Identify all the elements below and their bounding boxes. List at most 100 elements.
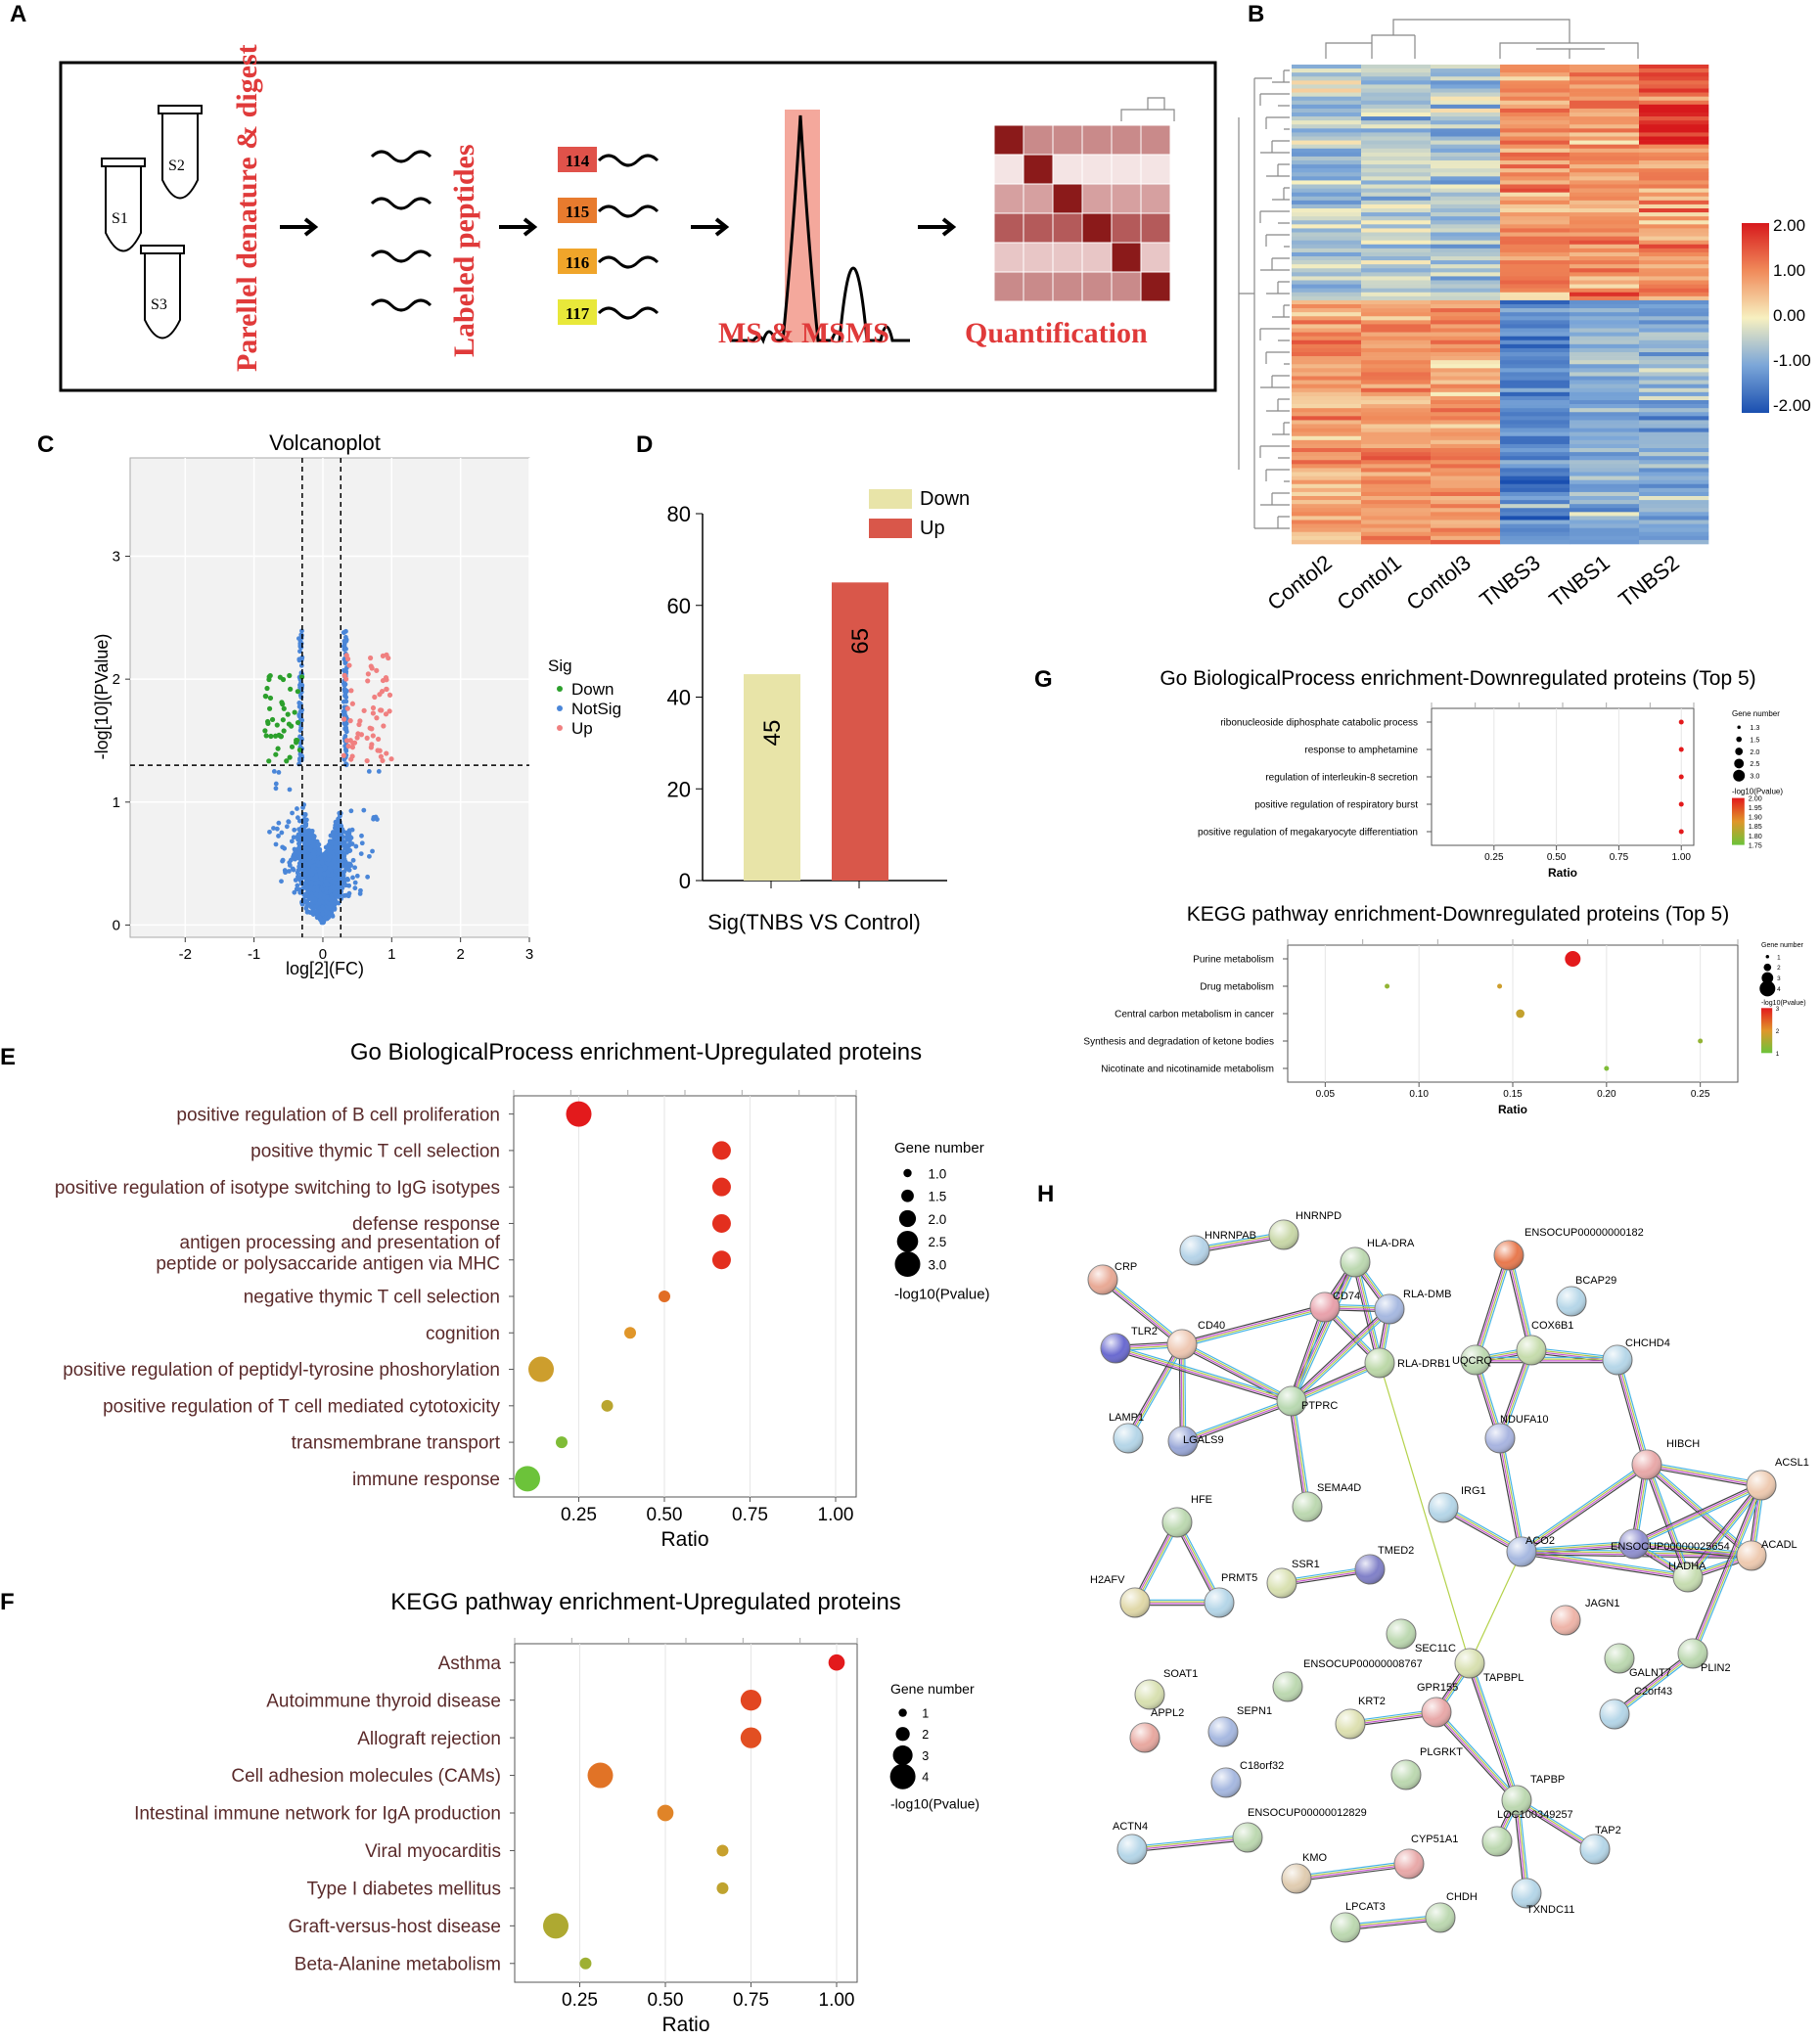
heatmap-cell bbox=[1431, 260, 1501, 265]
volcano-point bbox=[365, 874, 371, 880]
volcano-point-up bbox=[375, 736, 382, 743]
arrow-icon bbox=[691, 217, 730, 237]
dotplot-term-label: immune response bbox=[352, 1470, 500, 1490]
heatmap-cell bbox=[1570, 113, 1640, 117]
heatmap-cell bbox=[1361, 120, 1432, 125]
heatmap-cell bbox=[1639, 531, 1709, 537]
volcano-point bbox=[295, 815, 300, 821]
heatmap-cell bbox=[1431, 508, 1501, 513]
volcano-point bbox=[329, 839, 335, 845]
volcano-point-down bbox=[285, 711, 291, 717]
heatmap-cell bbox=[1570, 116, 1640, 121]
heatmap-cell bbox=[1639, 420, 1709, 425]
heatmap-cell bbox=[1292, 460, 1362, 465]
volcano-point bbox=[330, 833, 335, 838]
heatmap-cell bbox=[1570, 244, 1640, 249]
network-edge bbox=[1434, 1712, 1517, 1802]
volcano-point bbox=[314, 887, 320, 892]
heatmap-cell bbox=[1500, 352, 1570, 357]
network-node-label: ENSOCUP00000008767 bbox=[1303, 1658, 1423, 1670]
heatmap-cell bbox=[1361, 284, 1432, 289]
volcano-point-up bbox=[364, 757, 370, 764]
volcano-point-up bbox=[349, 701, 355, 706]
network-node-label: SEMA4D bbox=[1317, 1482, 1361, 1494]
network-node-shade bbox=[1512, 1879, 1541, 1908]
heatmap-cell bbox=[1431, 395, 1501, 401]
sample-tube-s3: S3 bbox=[140, 245, 185, 340]
dotplot-xtick: 0.15 bbox=[1503, 1089, 1523, 1100]
heatmap-cell bbox=[1639, 228, 1709, 233]
row-dendrogram bbox=[1238, 69, 1290, 529]
heatmap-cell bbox=[1500, 232, 1570, 237]
panel-letter-d: D bbox=[636, 431, 653, 458]
volcano-point bbox=[312, 876, 317, 882]
matrix-cell bbox=[1081, 183, 1113, 214]
heatmap-cell bbox=[1292, 343, 1362, 349]
volcano-point-down bbox=[273, 751, 279, 757]
heatmap-cell bbox=[1431, 443, 1501, 449]
dotplot-term-label: ribonucleoside diphosphate catabolic pro… bbox=[1220, 718, 1418, 729]
heatmap-cell bbox=[1292, 272, 1362, 277]
heatmap-cell bbox=[1431, 100, 1501, 106]
size-legend-dot bbox=[896, 1230, 919, 1252]
heatmap-cell bbox=[1431, 116, 1501, 121]
heatmap-cell bbox=[1639, 487, 1709, 493]
volcano-xlabel: log[2](FC) bbox=[286, 959, 364, 978]
heatmap-cell bbox=[1361, 200, 1432, 205]
volcano-point bbox=[296, 636, 301, 642]
color-legend-title: -log10(Pvalue) bbox=[894, 1286, 990, 1302]
matrix-cell bbox=[1052, 154, 1083, 185]
heatmap-cell bbox=[1431, 384, 1501, 389]
heatmap-cell bbox=[1431, 376, 1501, 381]
heatmap-cell bbox=[1639, 380, 1709, 385]
size-legend-dot bbox=[889, 1763, 916, 1790]
color-legend-label: 2 bbox=[1776, 1028, 1780, 1035]
heatmap-cell bbox=[1361, 320, 1432, 325]
volcano-ylabel: -log[10](PValue) bbox=[92, 634, 112, 760]
network-node-label: LOC100349257 bbox=[1497, 1809, 1573, 1821]
heatmap-cell bbox=[1431, 96, 1501, 102]
dotplot-term-label: Cell adhesion molecules (CAMs) bbox=[231, 1766, 501, 1787]
heatmap-cell bbox=[1500, 200, 1570, 205]
matrix-cell bbox=[1081, 242, 1113, 273]
network-edge bbox=[1612, 1651, 1692, 1713]
heatmap-cell bbox=[1500, 472, 1570, 476]
network-edge bbox=[1643, 1465, 1687, 1579]
heatmap-cell bbox=[1570, 468, 1640, 473]
dotplot-term-label: Type I diabetes mellitus bbox=[306, 1880, 501, 1900]
network-node-label: HNRNPAB bbox=[1205, 1230, 1256, 1242]
volcano-point bbox=[352, 885, 358, 891]
bar-value-label: 45 bbox=[759, 720, 786, 747]
heatmap-cell bbox=[1570, 176, 1640, 181]
network-edge bbox=[1633, 1483, 1761, 1544]
dotplot-point bbox=[601, 1399, 614, 1412]
heatmap-cell bbox=[1431, 248, 1501, 253]
volcano-point bbox=[329, 899, 335, 905]
volcano-point bbox=[302, 872, 308, 878]
heatmap-cell bbox=[1431, 228, 1501, 233]
heatmap-cell bbox=[1570, 408, 1640, 413]
matrix-cell bbox=[1140, 271, 1171, 302]
volcano-point bbox=[274, 826, 280, 832]
heatmap-cell bbox=[1361, 491, 1432, 497]
network-node-shade bbox=[1355, 1555, 1385, 1584]
heatmap-cell bbox=[1431, 204, 1501, 209]
heatmap-cell bbox=[1570, 512, 1640, 517]
volcano-point bbox=[303, 884, 309, 889]
dotplot-point bbox=[1678, 747, 1684, 752]
color-legend-label: 1 bbox=[919, 0, 926, 3]
heatmap-cell bbox=[1500, 292, 1570, 297]
heatmap-cell bbox=[1431, 428, 1501, 432]
heatmap-cell bbox=[1361, 539, 1432, 545]
heatmap-cell bbox=[1431, 312, 1501, 317]
heatmap-cell bbox=[1361, 400, 1432, 405]
volcano-point bbox=[344, 876, 350, 882]
volcano-point-down bbox=[292, 709, 297, 715]
heatmap-cell bbox=[1500, 260, 1570, 265]
dotplot-point bbox=[579, 1957, 592, 1970]
heatmap-cell bbox=[1292, 476, 1362, 480]
volcano-point bbox=[307, 834, 313, 839]
network-edge bbox=[1634, 1485, 1762, 1546]
volcano-point-down bbox=[268, 733, 274, 740]
